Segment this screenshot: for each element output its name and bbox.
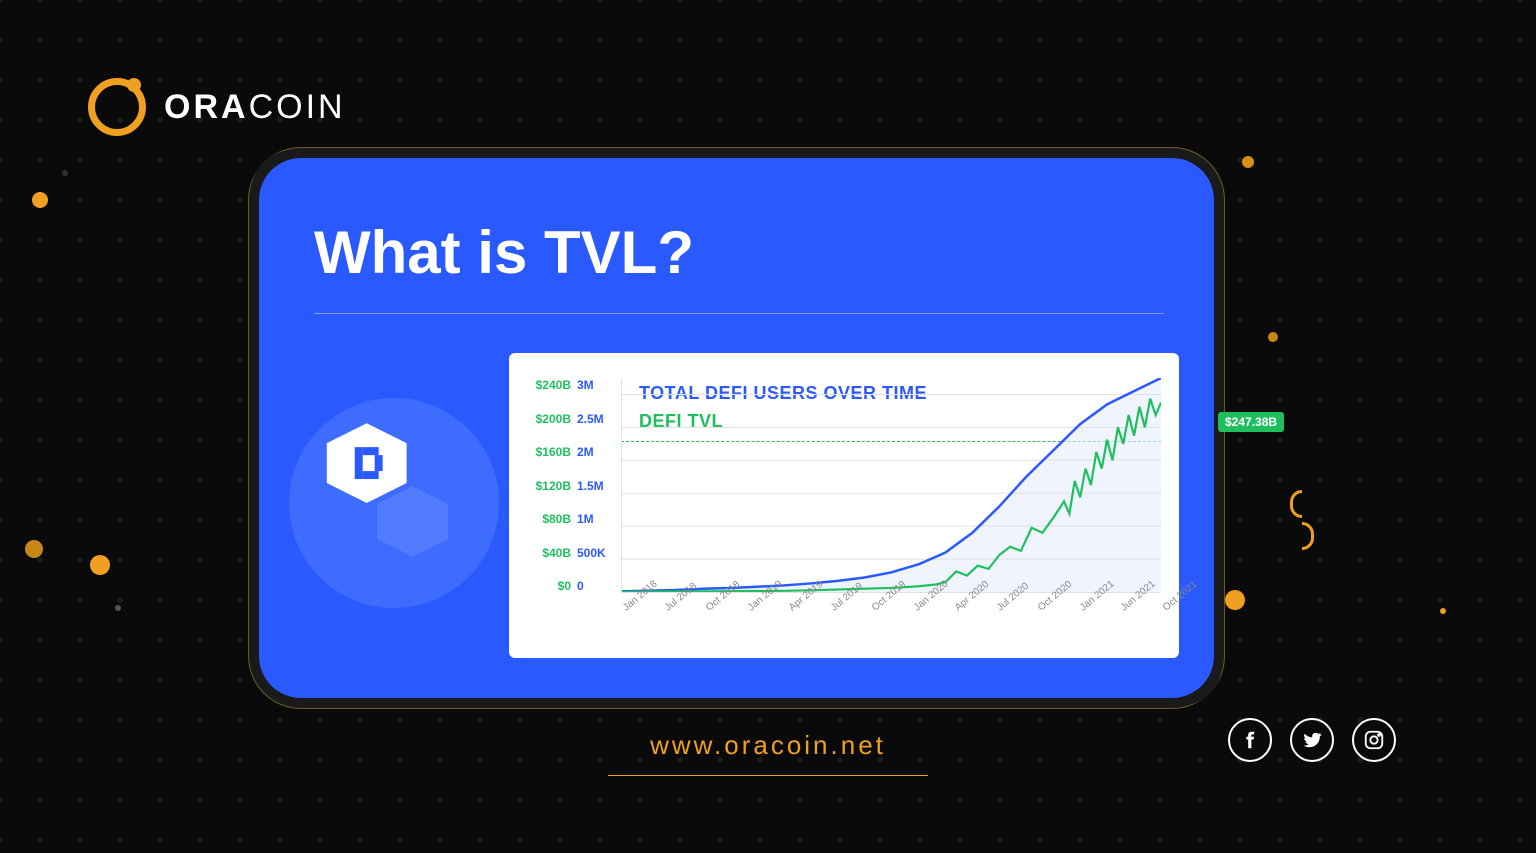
accent-dot (1440, 608, 1446, 614)
y-tick-users: 500K (577, 546, 617, 560)
y-axis-tvl: $240B $200B $160B $120B $80B $40B $0 (521, 378, 571, 593)
y-tick-tvl: $120B (521, 479, 571, 493)
logo-text-thin: COIN (249, 88, 346, 126)
tvl-value-badge: $247.38B (1218, 412, 1284, 432)
y-tick-tvl: $0 (521, 579, 571, 593)
accent-dot (62, 170, 68, 176)
y-tick-users: 0 (577, 579, 617, 593)
y-tick-users: 3M (577, 378, 617, 392)
y-tick-tvl: $200B (521, 412, 571, 426)
logo-ring-icon (88, 78, 146, 136)
y-tick-tvl: $240B (521, 378, 571, 392)
y-tick-users: 1M (577, 512, 617, 526)
facebook-icon[interactable] (1228, 718, 1272, 762)
logo-text: ORACOIN (164, 88, 346, 127)
social-links (1228, 718, 1396, 762)
x-axis-labels: Jan 2018Jul 2018Oct 2018Jan 2019Apr 2019… (621, 597, 1161, 647)
brand-logo: ORACOIN (88, 78, 346, 136)
y-tick-tvl: $160B (521, 445, 571, 459)
footer-underline (608, 775, 928, 776)
card-divider (314, 313, 1164, 314)
y-tick-users: 2M (577, 445, 617, 459)
accent-dot (32, 192, 48, 208)
accent-dot (90, 555, 110, 575)
instagram-icon[interactable] (1352, 718, 1396, 762)
accent-dot (115, 605, 121, 611)
card-title: What is TVL? (314, 218, 694, 287)
accent-dot (1268, 332, 1278, 342)
twitter-icon[interactable] (1290, 718, 1334, 762)
defi-pixel-icon (289, 398, 499, 608)
accent-dot (1242, 156, 1254, 168)
y-tick-users: 2.5M (577, 412, 617, 426)
y-tick-users: 1.5M (577, 479, 617, 493)
y-tick-tvl: $80B (521, 512, 571, 526)
logo-text-bold: ORA (164, 88, 249, 126)
content-card: What is TVL? $240B $200B $160B $120B $80B $40… (259, 158, 1214, 698)
y-tick-tvl: $40B (521, 546, 571, 560)
tvl-chart: $240B $200B $160B $120B $80B $40B $0 3M 2.5M 2M 1… (509, 353, 1179, 658)
y-axis-users: 3M 2.5M 2M 1.5M 1M 500K 0 (577, 378, 617, 593)
x-tick: Oct 2021 (1161, 579, 1199, 614)
accent-dot (1225, 590, 1245, 610)
footer-url: www.oracoin.net (650, 730, 886, 761)
chart-plot-area (621, 378, 1161, 593)
accent-dot (25, 540, 43, 558)
